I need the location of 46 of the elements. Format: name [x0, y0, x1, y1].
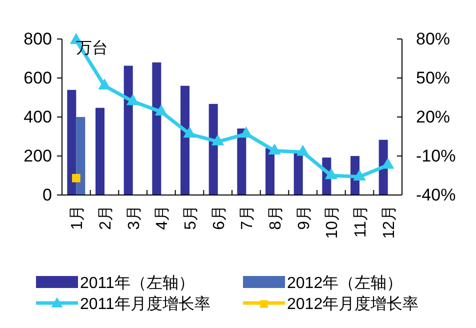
x-tick-label: 10月	[324, 205, 342, 239]
legend-label: 2011年（左轴）	[80, 274, 194, 292]
point	[154, 104, 168, 116]
bar	[152, 62, 162, 195]
point	[126, 94, 140, 106]
bar	[67, 90, 76, 195]
bar	[124, 66, 133, 195]
y-tick-label: 200	[24, 146, 52, 166]
point	[240, 126, 253, 138]
legend-label: 2011年月度增长率	[80, 295, 210, 313]
bar	[237, 128, 246, 195]
bar	[180, 86, 190, 195]
x-tick-label: 3月	[126, 205, 143, 230]
x-tick-label: 7月	[239, 205, 256, 230]
x-tick-label: 5月	[182, 205, 200, 230]
y-tick-label: 800	[24, 29, 52, 48]
bar	[76, 117, 86, 195]
x-tick-label: 11月	[352, 205, 370, 238]
point	[98, 78, 111, 90]
x-tick-label: 6月	[210, 205, 228, 230]
x-tick-label: 4月	[154, 205, 172, 230]
point	[324, 168, 338, 180]
x-tick-label: 9月	[296, 205, 313, 230]
legend-label: 2012年月度增长率	[287, 295, 419, 313]
y-tick-label: 400	[24, 107, 52, 126]
bar	[96, 108, 104, 195]
x-tick-label: 2月	[98, 205, 114, 230]
y2-tick-label: -40%	[416, 185, 456, 204]
y2-tick-label: 20%	[416, 107, 450, 126]
x-tick-label: 12月	[380, 205, 398, 239]
y2-tick-label: 80%	[416, 29, 450, 48]
point	[211, 134, 224, 146]
y2-tick-label: -10%	[416, 146, 456, 166]
y-tick-label: 0	[42, 185, 52, 204]
legend-label: 2012年（左轴）	[287, 274, 403, 292]
x-tick-label: 8月	[268, 205, 284, 230]
point	[296, 144, 310, 156]
bar	[266, 148, 274, 195]
y2-tick-label: 50%	[416, 68, 450, 88]
point	[381, 158, 394, 169]
point	[183, 126, 196, 138]
x-tick-label: 1月	[69, 205, 86, 230]
point	[268, 143, 281, 154]
point	[353, 169, 366, 180]
bar	[208, 104, 218, 195]
y-tick-label: 600	[24, 68, 52, 88]
